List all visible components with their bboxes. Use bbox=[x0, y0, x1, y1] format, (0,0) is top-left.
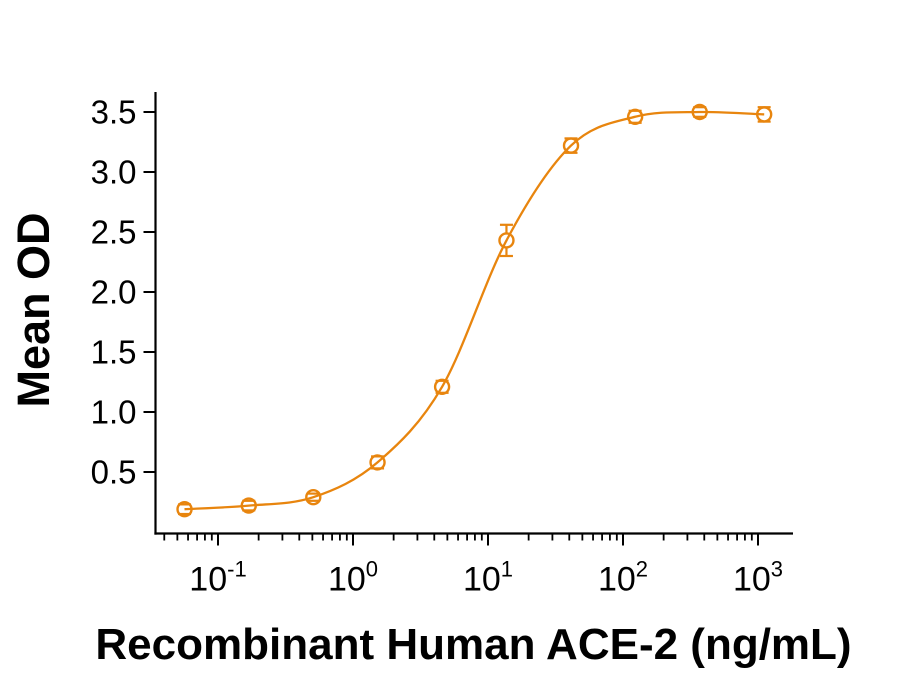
x-tick-label: 101 bbox=[463, 557, 513, 599]
y-tick-label: 1.0 bbox=[91, 394, 137, 431]
x-tick-label: 100 bbox=[328, 557, 378, 599]
data-point-marker bbox=[562, 137, 580, 154]
x-tick-label: 10-1 bbox=[189, 557, 246, 599]
data-point-marker bbox=[433, 378, 451, 395]
y-axis-title: Mean OD bbox=[8, 212, 59, 408]
x-tick-label: 103 bbox=[733, 557, 783, 599]
data-point-marker bbox=[369, 454, 386, 471]
y-tick-label: 2.0 bbox=[91, 274, 137, 311]
data-point-marker bbox=[755, 106, 773, 123]
data-point-marker bbox=[691, 103, 708, 121]
y-tick-label: 0.5 bbox=[91, 454, 137, 491]
x-tick-label: 102 bbox=[598, 557, 648, 599]
data-point-marker bbox=[626, 108, 644, 126]
data-point-marker bbox=[305, 489, 322, 506]
x-axis-title: Recombinant Human ACE-2 (ng/mL) bbox=[95, 620, 852, 669]
y-tick-label: 3.5 bbox=[91, 94, 137, 131]
data-point-marker bbox=[498, 232, 515, 249]
y-tick-label: 3.0 bbox=[91, 154, 137, 191]
data-point-marker bbox=[176, 501, 193, 518]
data-point-marker bbox=[240, 497, 257, 514]
y-tick-label: 2.5 bbox=[91, 214, 137, 251]
y-tick-label: 1.5 bbox=[91, 334, 137, 371]
fit-curve bbox=[184, 110, 765, 511]
